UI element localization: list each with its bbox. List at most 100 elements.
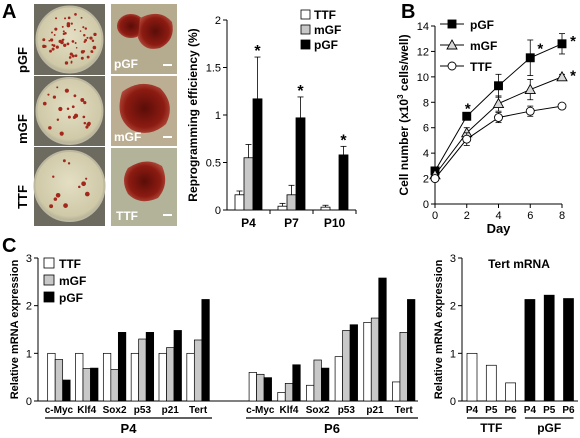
- y-tick-label: 14: [417, 21, 429, 33]
- bar-pgf: [524, 299, 536, 402]
- bar-ttf: [392, 381, 401, 402]
- x-tick-label: Sox2: [306, 405, 330, 416]
- point-pgf: [525, 53, 535, 63]
- point-ttf: [557, 101, 567, 111]
- group-label: P6: [324, 421, 340, 436]
- y-tick-label: 6: [423, 123, 429, 135]
- x-tick-label: P5: [485, 405, 498, 416]
- point-ttf: [462, 134, 472, 144]
- legend-swatch-mgf: [300, 24, 311, 35]
- colony-label-mgf: mGF: [114, 130, 141, 144]
- y-tick-label: 1: [26, 348, 32, 360]
- y-tick-label: 0: [215, 205, 221, 217]
- colony-dot: [64, 88, 69, 93]
- y-tick-label: 1.5: [206, 63, 221, 75]
- cell-growth-chart: 0 2 4 6 8 10 12 14 0 2 4 6 8 Day Cell number (x103 cel…: [396, 18, 576, 236]
- bar-ttf: [306, 384, 315, 402]
- x-tick-label: 6: [527, 210, 533, 222]
- colony-dot: [56, 118, 60, 121]
- x-tick-label: P4: [241, 216, 256, 230]
- x-tick-label: P7: [284, 216, 299, 230]
- bar-mgf: [193, 339, 203, 402]
- colony-dot: [80, 56, 84, 60]
- tert-mrna-chart: 0 1 2 3 Relative mRNA expression Tert mRNA P4 P…: [433, 253, 578, 435]
- bar-pgf: [563, 298, 574, 402]
- significance-star: *: [340, 132, 347, 149]
- colony-dot: [74, 28, 76, 31]
- colony-dot: [86, 55, 90, 59]
- x-tick-label: p21: [366, 405, 384, 416]
- significance-star: *: [297, 83, 304, 100]
- bar-pgf: [338, 154, 349, 211]
- bar-mgf: [138, 338, 147, 402]
- legend-marker-pgf: [447, 19, 457, 29]
- bar-ttf: [102, 352, 112, 402]
- colony-dot: [73, 94, 77, 98]
- colony-dot: [64, 61, 69, 65]
- x-tick-label: 4: [495, 210, 501, 222]
- x-tick-label: Tert: [395, 405, 414, 416]
- scale-bar: [163, 214, 172, 216]
- colony-dot: [87, 121, 91, 126]
- bar-ttf: [466, 352, 478, 402]
- colony-dot: [49, 49, 52, 53]
- panel-label-b: B: [401, 1, 415, 23]
- point-ttf: [494, 113, 503, 122]
- legend-marker-ttf: [447, 61, 457, 71]
- colony-dot: [51, 31, 53, 34]
- bar-pgf: [349, 324, 358, 402]
- dish-photo-ttf: [33, 147, 106, 226]
- bar-ttf: [363, 322, 372, 402]
- colony-dot: [71, 105, 75, 109]
- x-tick-label: P6: [504, 405, 517, 416]
- x-tick-label: P6: [562, 405, 575, 416]
- panel-label-c: C: [2, 235, 16, 257]
- colony-dot: [55, 192, 61, 198]
- colony-dot: [52, 44, 56, 47]
- colony-dot: [70, 22, 73, 25]
- colony-dot: [92, 45, 97, 50]
- bar-mgf: [286, 194, 297, 211]
- colony-dot: [86, 36, 89, 39]
- x-tick-label: P4: [466, 405, 479, 416]
- colony-dot: [89, 36, 93, 40]
- scale-bar: [163, 64, 172, 66]
- point-pgf: [557, 39, 567, 49]
- colony-dot: [91, 50, 94, 53]
- y-tick-label: 2: [215, 15, 221, 27]
- colony-dot: [58, 39, 62, 43]
- legend-label-ttf: TTF: [314, 8, 336, 22]
- colony-dot: [67, 162, 71, 165]
- y-tick-label: 1: [450, 348, 456, 360]
- y-axis-label: Cell number (x103 cells/well): [396, 34, 411, 195]
- colony-photo-mgf: mGF: [111, 76, 177, 146]
- colony-dot: [84, 27, 88, 30]
- bar-pgf: [321, 367, 330, 402]
- colony-dot: [53, 34, 56, 36]
- bar-ttf: [130, 352, 140, 402]
- bar-mgf: [342, 330, 351, 402]
- colony-dot: [68, 56, 72, 59]
- colony-dot: [83, 101, 87, 105]
- reprogramming-efficiency-chart: 0 0.5 1 1.5 2 Reprogramming efficiency (%) P4 *…: [186, 8, 357, 230]
- y-tick-label: 3: [450, 253, 456, 265]
- bar-pgf: [292, 364, 301, 402]
- point-mgf: [492, 97, 505, 109]
- bar-pgf: [252, 98, 263, 211]
- colony-dot: [48, 39, 51, 42]
- point-pgf: [494, 81, 503, 91]
- colony-dot: [42, 44, 46, 49]
- colony-dot: [79, 30, 82, 32]
- row-label-mgf: mGF: [15, 114, 30, 144]
- colony-dot: [59, 131, 64, 136]
- bar-ttf: [320, 206, 331, 211]
- bar-mgf: [370, 317, 380, 402]
- point-pgf: [462, 111, 472, 121]
- x-tick-label: 2: [464, 210, 470, 222]
- colony-dot: [82, 50, 86, 53]
- bar-ttf: [505, 382, 516, 402]
- legend-label-mgf: mGF: [59, 274, 86, 288]
- bar-pgf: [145, 332, 155, 402]
- y-tick-label: 8: [423, 97, 429, 109]
- y-tick-label: 1: [215, 110, 221, 122]
